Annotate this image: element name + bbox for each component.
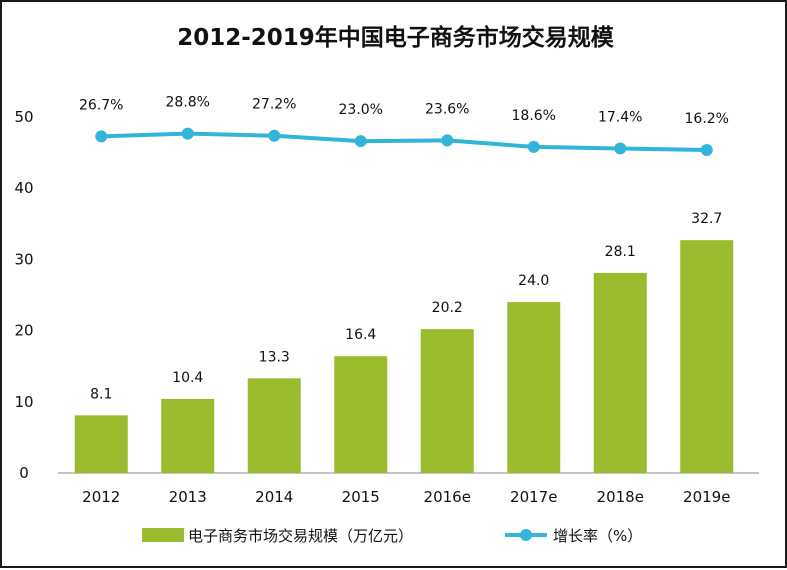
growth-rate-label: 16.2% [685, 111, 729, 127]
y-tick-label: 40 [14, 179, 33, 197]
x-tick-label: 2014 [255, 488, 293, 506]
growth-rate-label: 27.2% [252, 97, 296, 113]
x-tick-label: 2017e [510, 488, 557, 506]
bar-value-label: 24.0 [518, 273, 549, 289]
bar [161, 398, 215, 473]
growth-rate-label: 23.0% [339, 102, 383, 118]
bar-value-label: 28.1 [605, 244, 636, 260]
growth-rate-point [354, 135, 367, 148]
bar-value-label: 16.4 [345, 327, 376, 343]
legend-line-swatch [505, 528, 547, 542]
chart-title: 2012-2019年中国电子商务市场交易规模 [177, 25, 614, 51]
y-tick-label: 10 [14, 393, 33, 411]
growth-rate-point [614, 142, 627, 155]
legend-bar-swatch [142, 528, 184, 542]
growth-rate-label: 18.6% [512, 108, 556, 124]
y-tick-label: 30 [14, 250, 33, 268]
growth-rate-line [99, 131, 709, 152]
legend-line-series: 增长率（%） [505, 523, 642, 547]
legend-bar-series: 电子商务市场交易规模（万亿元） [142, 523, 413, 547]
legend-bar-label: 电子商务市场交易规模（万亿元） [188, 526, 414, 545]
y-tick-label: 50 [14, 108, 33, 126]
x-tick-label: 2018e [597, 488, 644, 506]
x-tick-label: 2015 [342, 488, 380, 506]
growth-rate-label: 26.7% [79, 97, 123, 113]
y-tick-label: 20 [14, 322, 33, 340]
bar [334, 356, 388, 473]
y-tick-label: 0 [19, 464, 29, 482]
growth-rate-point [527, 140, 540, 153]
bar [74, 415, 128, 473]
bar-value-label: 32.7 [691, 211, 722, 227]
bar [420, 329, 474, 473]
growth-rate-point [441, 134, 454, 147]
x-tick-label: 2012 [82, 488, 120, 506]
bar [247, 378, 301, 473]
bar-value-label: 8.1 [90, 386, 112, 402]
bar-value-label: 10.4 [172, 370, 203, 386]
x-tick-label: 2019e [683, 488, 730, 506]
growth-rate-label: 23.6% [425, 101, 469, 117]
growth-rate-point [700, 144, 713, 156]
x-tick-label: 2016e [424, 488, 471, 506]
bar [680, 240, 734, 473]
legend-line-label: 增长率（%） [553, 526, 643, 545]
growth-rate-point [95, 130, 108, 143]
growth-rate-point [181, 127, 194, 140]
bar [507, 302, 561, 473]
x-tick-label: 2013 [169, 488, 207, 506]
growth-rate-point [268, 129, 281, 142]
bar-value-label: 13.3 [259, 349, 290, 365]
growth-rate-label: 17.4% [598, 109, 642, 125]
bar-value-label: 20.2 [432, 300, 463, 316]
growth-rate-label: 28.8% [166, 95, 210, 111]
bar [593, 272, 647, 473]
